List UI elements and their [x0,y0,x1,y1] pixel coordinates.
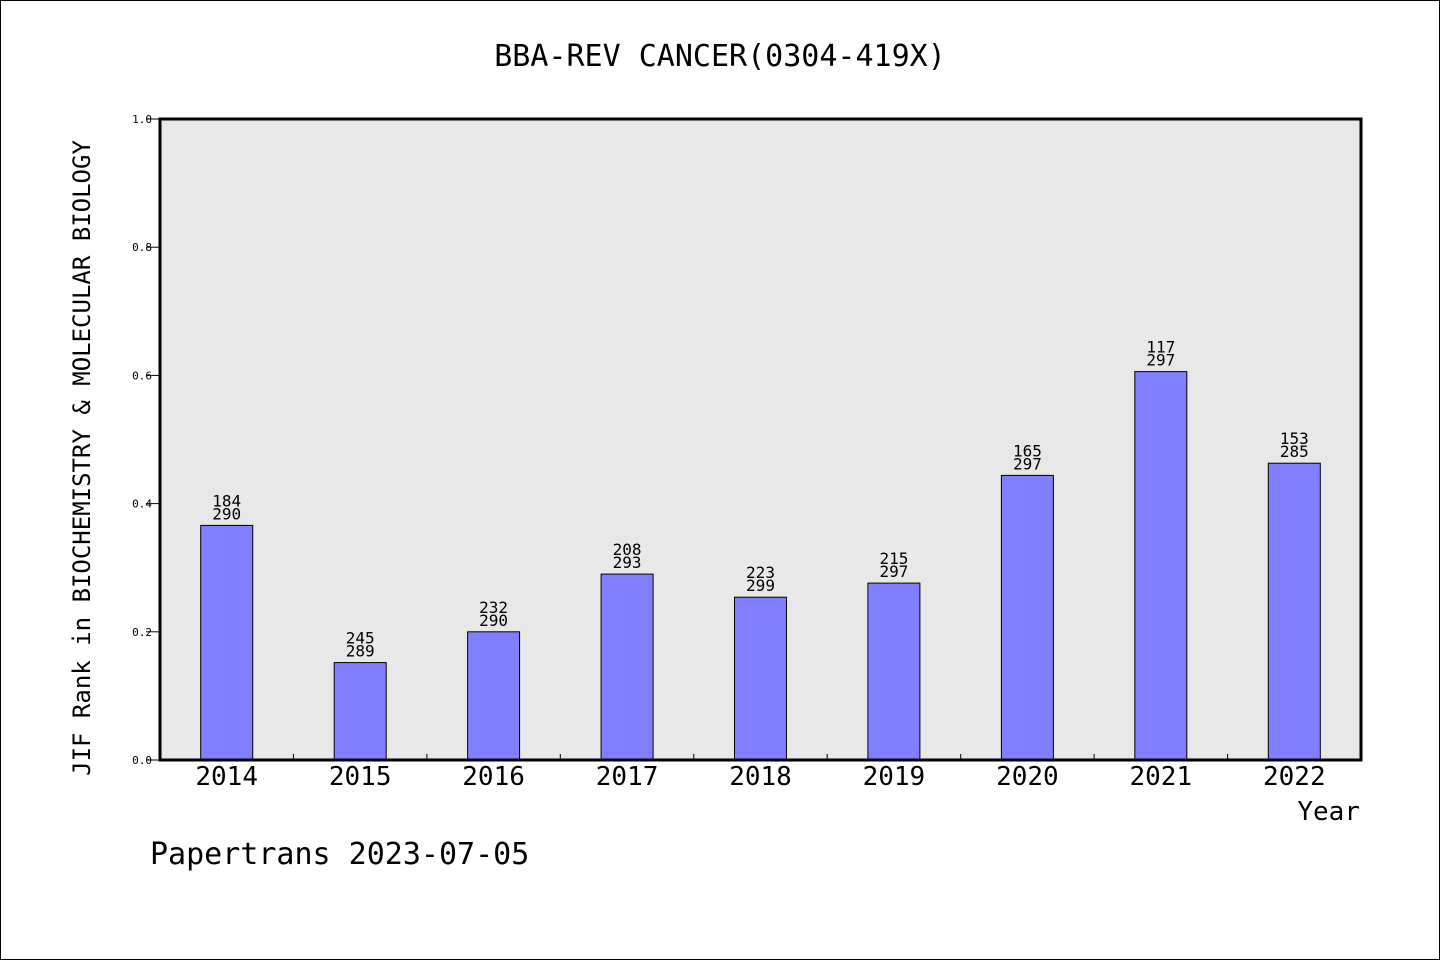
x-tick-label-2021: 2021 [1129,762,1192,792]
bar-2020 [1000,474,1054,761]
bar-2019 [867,582,921,761]
bar-label-rank-2018: 223 [746,563,775,582]
bar-2018 [734,596,787,761]
x-tick-label-2014: 2014 [195,762,258,792]
bar-label-rank-2022: 153 [1280,429,1309,448]
x-tick-label-2015: 2015 [329,762,392,792]
chart-title: BBA-REV CANCER(0304-419X) [494,39,946,74]
y-tick-label-0.2: 0.2 [132,626,152,639]
bar-label-total-2014: 290 [212,504,241,523]
bar-label-rank-2020: 165 [1013,441,1042,460]
bar-label-total-2022: 285 [1280,442,1309,461]
y-tick-label-1.0: 1.0 [132,113,152,126]
y-tick-label-0.6: 0.6 [132,369,152,382]
footer-text: Papertrans 2023-07-05 [150,837,529,872]
bar-2016 [467,631,521,761]
x-tick-label-2019: 2019 [863,762,926,792]
x-axis-label: Year [1297,797,1360,827]
bar-label-rank-2021: 117 [1146,338,1175,357]
x-tick-label-2022: 2022 [1263,762,1326,792]
bar-label-total-2015: 289 [346,642,375,661]
x-tick-label-2020: 2020 [996,762,1059,792]
bar-2017 [600,573,654,761]
bar-2015 [333,662,387,761]
bar-label-rank-2019: 215 [879,549,908,568]
bar-label-total-2021: 297 [1146,351,1175,370]
bar-label-total-2017: 293 [613,553,642,572]
bar-label-rank-2017: 208 [613,540,642,559]
bar-2014 [200,524,254,761]
bar-label-total-2020: 297 [1013,454,1042,473]
bar-2022 [1267,462,1321,761]
x-tick-label-2016: 2016 [462,762,525,792]
y-tick-label-0.0: 0.0 [132,754,152,767]
bar-2021 [1134,371,1188,761]
y-tick-label-0.4: 0.4 [132,498,152,511]
x-tick-label-2018: 2018 [729,762,792,792]
bar-label-rank-2016: 232 [479,598,508,617]
bar-label-total-2019: 297 [879,562,908,581]
bar-label-rank-2015: 245 [346,629,375,648]
ticks-layer: 2014 2015 2016 2017 2018 2019 2020 2021 2022 0.0 0… [132,113,1325,792]
x-tick-label-2017: 2017 [596,762,659,792]
bar-label-rank-2014: 184 [212,491,241,510]
bar-label-total-2018: 299 [746,576,775,595]
plot-border [158,117,1363,762]
y-tick-label-0.8: 0.8 [132,241,152,254]
bars-layer: 1842902452892322902082932232992152971652… [200,338,1321,761]
bar-label-total-2016: 290 [479,611,508,630]
y-axis-label: JIF Rank in BIOCHEMISTRY & MOLECULAR BIO… [68,140,96,776]
